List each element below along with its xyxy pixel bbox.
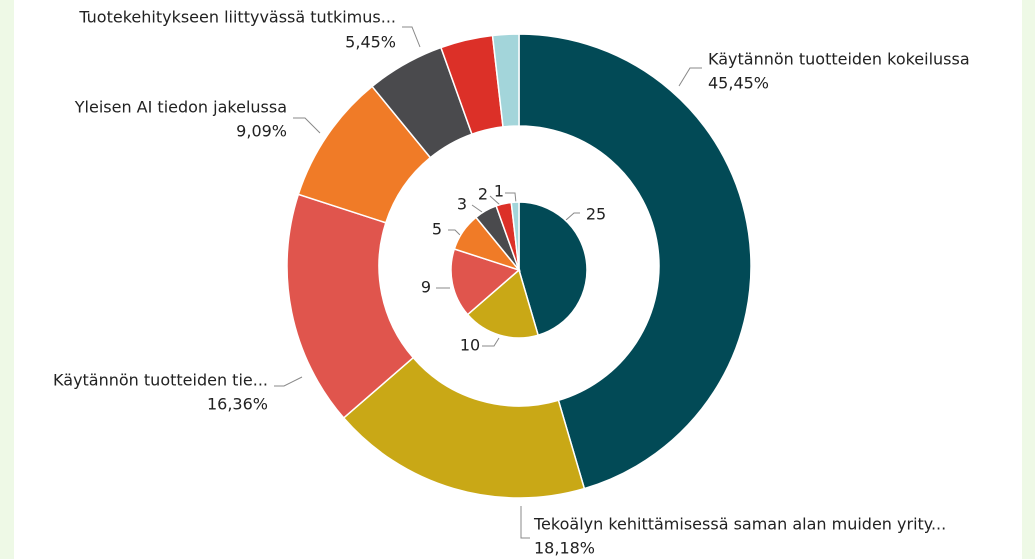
leader-line <box>471 204 483 213</box>
pie-slice <box>518 201 588 337</box>
category-label: Käytännön tuotteiden kokeilussa <box>708 50 970 69</box>
value-label: 1 <box>494 182 504 201</box>
leader-line <box>448 229 463 238</box>
value-label: 25 <box>586 205 606 224</box>
category-label: Käytännön tuotteiden tie... <box>53 371 268 390</box>
value-label: 18,18% <box>534 539 595 558</box>
category-label: Yleisen AI tiedon jakelussa <box>74 98 287 117</box>
donut-segment <box>491 33 520 128</box>
pie-slice <box>450 248 521 316</box>
value-label: 16,36% <box>207 395 268 414</box>
value-label: 2 <box>478 185 488 204</box>
value-label: 3 <box>457 195 467 214</box>
value-label: 9 <box>421 278 431 297</box>
leader-line <box>505 192 517 204</box>
leader-line <box>520 506 530 539</box>
value-label: 5 <box>432 220 442 239</box>
leaders <box>274 26 702 539</box>
pie-slice <box>466 268 540 339</box>
category-label: Tuotekehitykseen liittyvässä tutkimus... <box>78 8 396 27</box>
donut-segment <box>518 33 752 490</box>
leader-line <box>293 117 321 134</box>
leader-line <box>678 67 702 87</box>
value-label: 45,45% <box>708 74 769 93</box>
leader-line <box>274 376 303 387</box>
category-label: Tekoälyn kehittämisessä saman alan muide… <box>533 515 946 534</box>
value-label: 9,09% <box>236 122 287 141</box>
leader-line <box>402 26 421 48</box>
leader-line <box>489 195 501 206</box>
leader-line <box>482 337 500 347</box>
value-label: 10 <box>460 336 480 355</box>
value-label: 5,45% <box>345 33 396 52</box>
pie-slice <box>510 201 520 271</box>
leader-line <box>565 212 580 221</box>
